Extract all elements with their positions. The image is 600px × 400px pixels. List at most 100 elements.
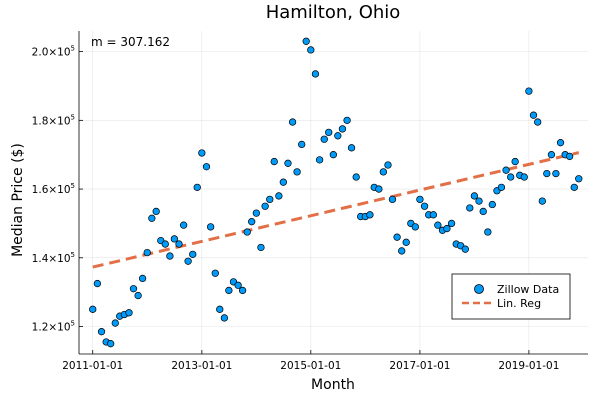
data-point — [166, 252, 174, 260]
data-point — [570, 183, 578, 191]
data-point — [202, 163, 211, 171]
data-point — [97, 328, 106, 336]
data-point — [388, 195, 397, 204]
data-point — [398, 247, 406, 255]
data-point — [565, 152, 574, 161]
data-point — [134, 291, 142, 300]
data-point — [111, 319, 119, 327]
data-point — [293, 168, 301, 176]
data-point — [138, 274, 147, 283]
regression-layer — [92, 151, 580, 269]
legend-label-zillow: Zillow Data — [497, 283, 559, 296]
data-point — [484, 228, 492, 236]
data-point — [538, 197, 546, 205]
data-point — [307, 46, 315, 54]
data-point — [248, 218, 256, 226]
data-point — [148, 214, 156, 222]
data-point — [161, 240, 169, 248]
data-point — [529, 111, 538, 119]
y-tick-label: 1.4×105 — [32, 251, 75, 265]
data-point — [266, 195, 274, 204]
data-point — [238, 286, 247, 295]
data-point — [93, 279, 102, 288]
legend-label-linreg: Lin. Reg — [497, 297, 541, 310]
data-point — [89, 305, 97, 313]
regression-line — [92, 151, 580, 269]
x-tick-label: 2017-01-01 — [389, 360, 450, 372]
data-point — [461, 245, 469, 253]
data-point — [379, 168, 388, 176]
data-point — [275, 192, 283, 200]
data-point — [257, 243, 265, 252]
data-point — [470, 192, 479, 200]
data-point — [243, 228, 251, 236]
data-point — [402, 238, 410, 246]
data-point — [525, 87, 533, 95]
data-point — [520, 173, 528, 181]
data-point — [429, 211, 438, 219]
data-point — [225, 286, 233, 295]
data-point — [216, 305, 224, 313]
data-point — [129, 285, 138, 293]
y-tick-label: 1.8×105 — [32, 113, 75, 127]
data-point — [329, 151, 338, 159]
data-point — [543, 169, 551, 178]
data-point — [511, 157, 519, 166]
data-point — [534, 118, 542, 126]
y-axis-label: Median Price ($) — [10, 143, 26, 257]
data-point — [547, 151, 556, 159]
data-point — [198, 149, 206, 157]
data-point — [252, 209, 260, 217]
data-point — [302, 37, 310, 45]
data-point — [207, 223, 215, 231]
data-point — [497, 183, 506, 191]
data-point — [184, 257, 192, 265]
data-point — [352, 173, 360, 181]
data-point — [125, 309, 133, 317]
data-point — [288, 118, 297, 126]
data-point — [325, 128, 333, 137]
y-tick-label: 1.6×105 — [32, 182, 75, 196]
data-point — [466, 204, 474, 212]
data-point — [106, 340, 115, 348]
chart-title: Hamilton, Ohio — [266, 2, 401, 23]
x-tick-label: 2019-01-01 — [498, 360, 559, 372]
gridlines — [79, 31, 588, 354]
data-point — [343, 116, 351, 124]
data-point — [507, 173, 515, 181]
data-point — [552, 169, 560, 178]
data-point — [284, 159, 292, 167]
data-point — [311, 70, 320, 78]
data-point — [338, 125, 347, 133]
x-tick-label: 2013-01-01 — [171, 360, 232, 372]
scatter-layer — [89, 37, 583, 348]
data-point — [475, 197, 483, 205]
data-point — [261, 202, 269, 210]
data-point — [170, 235, 179, 243]
data-point — [488, 200, 496, 209]
x-axis-ticks: 2011-01-01 2013-01-01 2015-01-01 2017-01-01… — [62, 350, 559, 372]
data-point — [502, 166, 510, 174]
legend: Zillow Data Lin. Reg — [451, 273, 571, 320]
data-point — [420, 202, 429, 210]
data-point — [211, 269, 219, 277]
data-point — [143, 248, 151, 257]
data-point — [375, 185, 383, 193]
data-point — [320, 135, 328, 143]
x-tick-label: 2011-01-01 — [62, 360, 123, 372]
data-point — [315, 156, 324, 164]
x-axis-label: Month — [311, 377, 355, 393]
data-point — [179, 221, 188, 229]
x-tick-label: 2015-01-01 — [280, 360, 341, 372]
data-point — [411, 223, 419, 231]
data-point — [175, 240, 183, 248]
data-point — [556, 139, 565, 147]
legend-marker-zillow — [474, 284, 484, 294]
y-tick-label: 2.0×105 — [32, 45, 75, 59]
data-point — [366, 211, 374, 219]
y-tick-label: 1.2×105 — [32, 320, 75, 334]
data-point — [334, 132, 342, 140]
plot-frame — [78, 31, 588, 355]
